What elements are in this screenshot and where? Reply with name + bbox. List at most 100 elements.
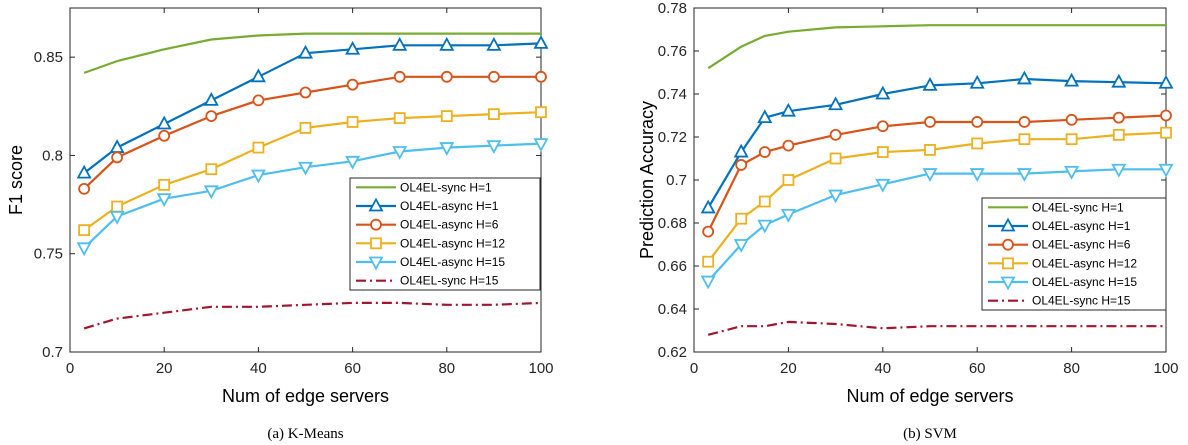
- data-point: [969, 168, 985, 182]
- data-point: [782, 174, 795, 186]
- data-point: [758, 195, 771, 208]
- data-point: [533, 138, 549, 153]
- series-line: [707, 168, 1166, 282]
- series-1: [83, 32, 541, 74]
- data-point: [876, 146, 889, 158]
- x-tick-label: 100: [1153, 360, 1178, 377]
- legend-label: OL4EL-async H=6: [400, 218, 499, 232]
- x-axis-label: Num of edge servers: [846, 386, 1013, 406]
- data-point: [78, 182, 91, 195]
- data-point: [487, 70, 500, 83]
- data-point: [1158, 74, 1174, 89]
- data-point: [1018, 116, 1031, 128]
- series-line: [83, 32, 541, 74]
- legend-box: [981, 197, 1167, 311]
- data-point: [757, 109, 773, 124]
- plot-area-frame: [69, 7, 542, 353]
- data-point: [535, 106, 547, 119]
- y-tick-label: 0.64: [658, 301, 687, 318]
- legend: OL4EL-sync H=1 OL4EL-async H=1 OL4EL-async…: [981, 197, 1167, 311]
- data-point: [924, 116, 936, 128]
- series-line: [83, 301, 542, 330]
- data-point: [733, 239, 749, 253]
- series-3: [78, 70, 547, 195]
- x-tick-label: 20: [156, 360, 173, 377]
- data-point: [969, 74, 985, 89]
- legend-label: OL4EL-async H=12: [1032, 256, 1137, 270]
- x-tick-label: 100: [528, 360, 553, 377]
- y-tick-label: 0.68: [658, 215, 687, 232]
- x-tick-label: 80: [1063, 360, 1080, 377]
- legend-marker: [370, 237, 382, 250]
- data-point: [203, 185, 219, 200]
- data-point: [109, 210, 125, 225]
- panel-caption: (a) K-Means: [267, 426, 343, 442]
- data-point: [299, 122, 312, 134]
- series-3: [702, 109, 1172, 238]
- y-axis-label: Prediction Accuracy: [637, 101, 657, 259]
- series-4: [78, 106, 547, 237]
- y-tick-label: 0.78: [658, 0, 687, 17]
- legend-marker: [370, 218, 382, 231]
- legend-label: OL4EL-sync H=15: [1032, 294, 1131, 308]
- data-point: [971, 116, 984, 128]
- legend-label: OL4EL-async H=15: [1032, 275, 1137, 289]
- data-point: [345, 155, 361, 170]
- data-point: [971, 137, 984, 150]
- legend: OL4EL-sync H=1 OL4EL-async H=1 OL4EL-async…: [349, 177, 541, 291]
- data-point: [1112, 111, 1125, 124]
- data-point: [252, 141, 265, 154]
- data-point: [439, 36, 455, 51]
- x-tick-label: 40: [874, 360, 891, 377]
- data-point: [76, 242, 92, 257]
- y-tick-label: 0.74: [658, 86, 687, 103]
- y-tick-label: 0.7: [42, 344, 63, 361]
- data-point: [1160, 109, 1172, 122]
- data-point: [203, 92, 219, 106]
- legend-marker: [1002, 238, 1014, 251]
- data-point: [440, 110, 453, 123]
- x-axis-label: Num of edge servers: [222, 386, 389, 406]
- data-point: [297, 44, 314, 59]
- series-line: [707, 320, 1166, 336]
- series-line: [707, 24, 1166, 70]
- data-point: [299, 86, 312, 99]
- data-point: [1016, 168, 1032, 182]
- legend-label: OL4EL-async H=1: [400, 199, 499, 213]
- data-point: [922, 168, 938, 182]
- data-point: [393, 70, 406, 83]
- legend-marker: [1000, 217, 1016, 232]
- data-point: [252, 94, 265, 107]
- y-axis-label: F1 score: [6, 145, 26, 215]
- data-point: [487, 108, 500, 121]
- data-point: [1112, 128, 1125, 141]
- x-tick-label: 60: [344, 360, 361, 377]
- data-point: [250, 68, 266, 83]
- legend-marker: [368, 256, 384, 271]
- data-point: [735, 159, 748, 171]
- data-point: [297, 161, 314, 176]
- legend-label: OL4EL-async H=15: [400, 255, 505, 269]
- data-point: [700, 199, 716, 214]
- data-point: [156, 193, 172, 208]
- legend-marker: [1002, 257, 1014, 270]
- data-point: [758, 146, 771, 158]
- x-tick-label: 0: [66, 360, 74, 377]
- legend-label: OL4EL-async H=12: [400, 236, 505, 250]
- data-point: [700, 275, 716, 290]
- data-point: [875, 178, 891, 193]
- data-point: [393, 112, 406, 124]
- data-point: [735, 212, 748, 225]
- data-point: [440, 70, 453, 83]
- legend-label: OL4EL-async H=6: [1032, 238, 1131, 252]
- data-point: [922, 77, 938, 91]
- legend-label: OL4EL-async H=1: [1032, 219, 1131, 233]
- data-point: [158, 129, 171, 142]
- series-2: [700, 70, 1174, 214]
- data-point: [876, 120, 889, 133]
- series-5: [700, 163, 1174, 290]
- data-point: [533, 35, 549, 49]
- data-point: [829, 128, 842, 141]
- data-point: [535, 70, 547, 83]
- data-point: [829, 152, 842, 165]
